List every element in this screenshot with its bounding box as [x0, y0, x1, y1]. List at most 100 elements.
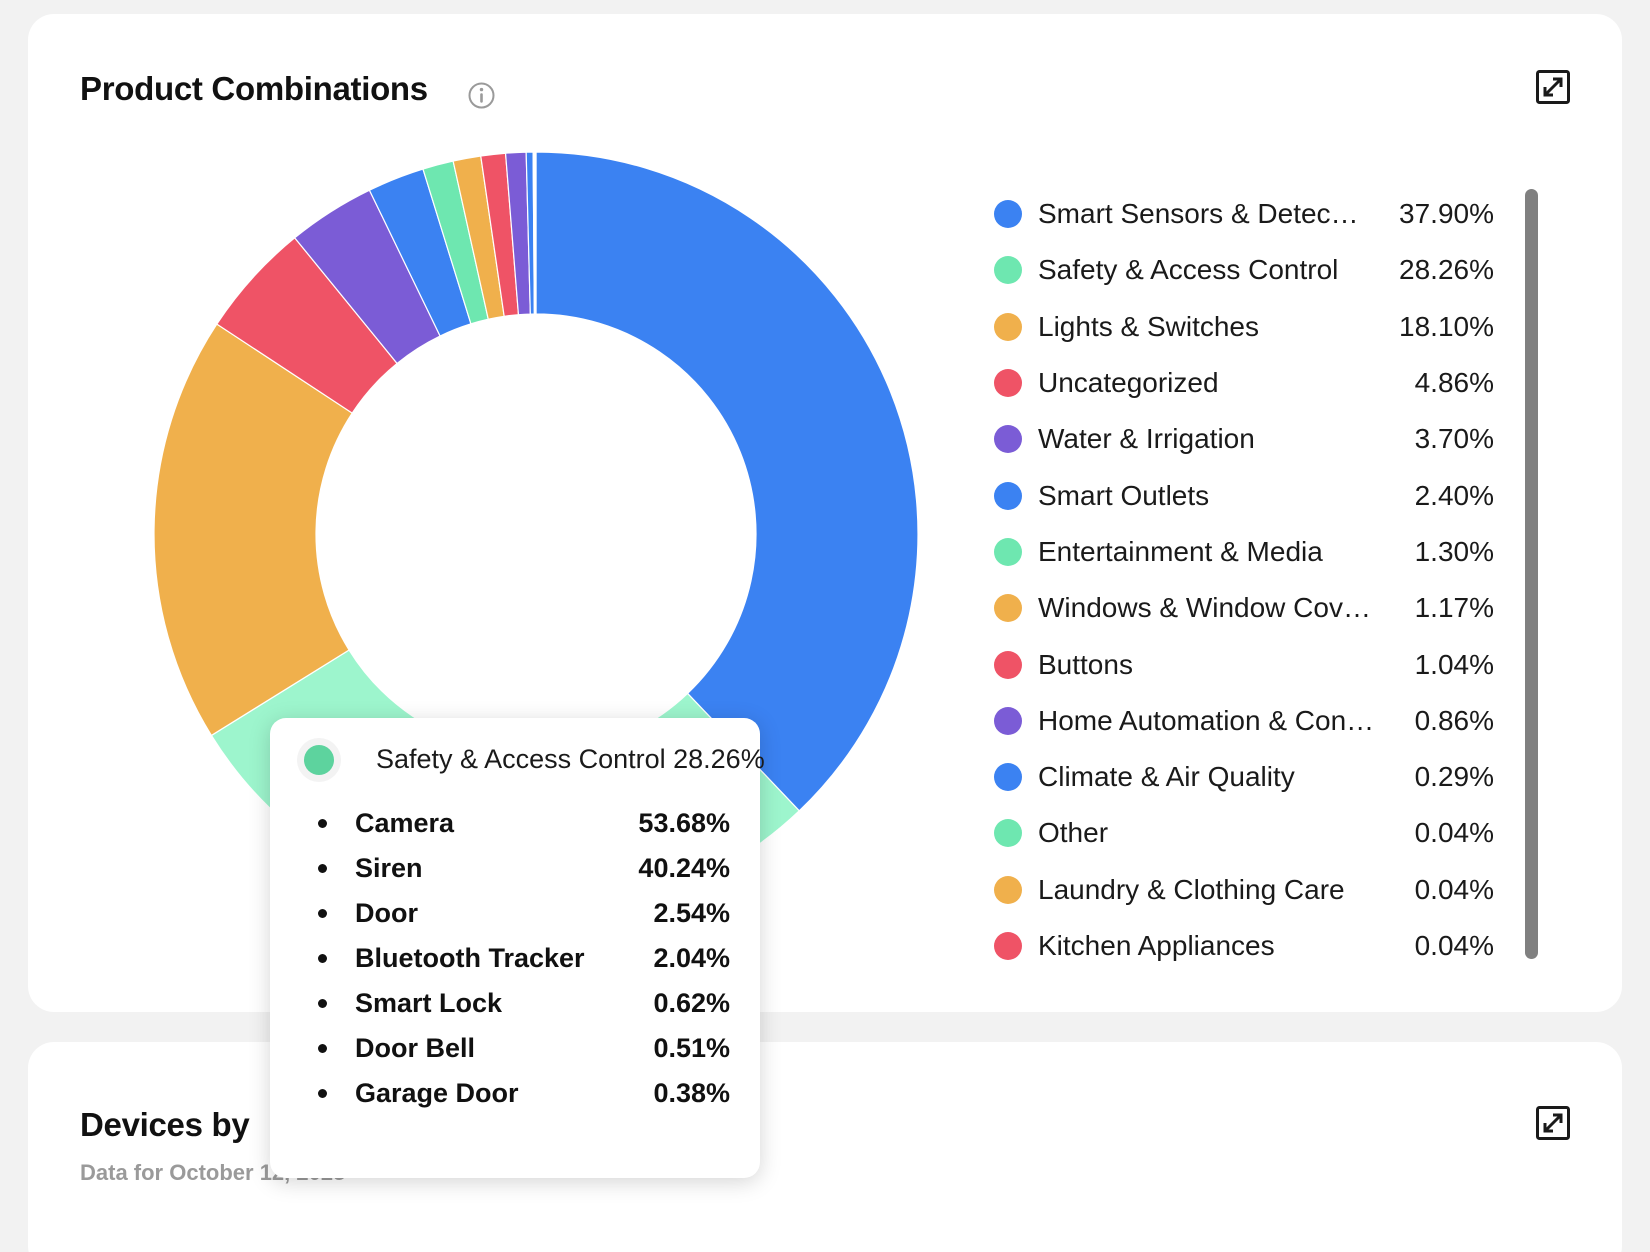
legend-color-dot: [994, 875, 1022, 904]
legend-color-dot: [994, 481, 1022, 510]
legend-item-value: 37.90%: [1399, 198, 1494, 230]
tooltip-item-value: 0.38%: [653, 1078, 730, 1108]
tooltip-item-value: 0.62%: [653, 988, 730, 1018]
legend-color-dot: [994, 594, 1022, 623]
legend-item[interactable]: Windows & Window Cov… 1.17%: [994, 580, 1494, 636]
page-title: Product Combinations: [80, 70, 428, 107]
legend-item-value: 1.04%: [1414, 648, 1494, 680]
donut-slice[interactable]: [535, 151, 919, 812]
bullet-icon: [318, 1044, 327, 1053]
tooltip-list-item: Siren 40.24%: [300, 846, 730, 891]
bullet-icon: [318, 864, 327, 873]
legend-item-value: 0.04%: [1414, 873, 1494, 905]
legend-item-label: Kitchen Appliances: [1038, 930, 1275, 961]
legend-item-label: Laundry & Clothing Care: [1038, 873, 1345, 905]
legend-item-label: Water & Irrigation: [1038, 423, 1255, 455]
bullet-icon: [318, 819, 327, 828]
legend-item[interactable]: Smart Sensors & Detec… 37.90%: [994, 186, 1494, 242]
devices-by-card: Devices by Data for October 12, 2023: [28, 1042, 1622, 1252]
legend-color-dot: [994, 819, 1022, 848]
legend-item-value: 0.04%: [1414, 817, 1494, 849]
tooltip-item-value: 53.68%: [638, 808, 730, 838]
bullet-icon: [318, 954, 327, 963]
legend-color-dot: [994, 425, 1022, 454]
legend-item-label: Home Automation & Con…: [1038, 704, 1375, 736]
tooltip-list-item: Bluetooth Tracker 2.04%: [300, 936, 730, 981]
legend-item-label: Other: [1038, 817, 1109, 849]
tooltip-item-name: Bluetooth Tracker: [355, 943, 585, 973]
tooltip-list-item: Door Bell 0.51%: [300, 1026, 730, 1071]
tooltip-list-item: Camera 53.68%: [300, 801, 730, 846]
legend-item-value: 0.04%: [1414, 930, 1494, 961]
bullet-icon: [318, 909, 327, 918]
legend-color-dot: [994, 650, 1022, 679]
info-icon[interactable]: [468, 82, 495, 109]
legend-item[interactable]: Laundry & Clothing Care 0.04%: [994, 862, 1494, 918]
legend-item-label: Uncategorized: [1038, 367, 1219, 399]
legend-item-value: 18.10%: [1399, 310, 1494, 342]
tooltip-item-name: Camera: [355, 808, 455, 838]
legend-color-dot: [994, 932, 1022, 960]
legend-color-dot: [994, 200, 1022, 229]
tooltip-item-value: 2.54%: [653, 898, 730, 928]
legend-color-dot: [994, 706, 1022, 735]
product-combinations-card: Product Combinations Smart Sensors & D: [28, 14, 1622, 1012]
legend-item[interactable]: Smart Outlets 2.40%: [994, 467, 1494, 523]
expand-icon[interactable]: [1536, 70, 1570, 104]
legend-item-value: 0.29%: [1414, 761, 1494, 793]
legend-item[interactable]: Climate & Air Quality 0.29%: [994, 749, 1494, 805]
legend-color-dot: [994, 369, 1022, 398]
legend-item-value: 2.40%: [1414, 479, 1494, 511]
legend-item-label: Climate & Air Quality: [1038, 761, 1295, 793]
legend-item-label: Smart Sensors & Detec…: [1038, 198, 1359, 230]
tooltip-item-name: Garage Door: [355, 1078, 519, 1108]
tooltip-item-name: Door Bell: [355, 1033, 476, 1063]
legend-color-dot: [994, 256, 1022, 285]
legend-item[interactable]: Buttons 1.04%: [994, 636, 1494, 692]
legend-item-label: Buttons: [1038, 648, 1133, 680]
tooltip-header: Safety & Access Control 28.26%: [300, 744, 765, 775]
bullet-icon: [318, 999, 327, 1008]
tooltip-item-name: Smart Lock: [355, 988, 503, 1018]
legend-item-value: 1.17%: [1414, 592, 1494, 624]
tooltip-list-item: Smart Lock 0.62%: [300, 981, 730, 1026]
chart-legend: Smart Sensors & Detec… 37.90% Safety & Acc…: [994, 186, 1494, 976]
legend-color-dot: [994, 312, 1022, 341]
tooltip-item-name: Door: [355, 898, 418, 928]
bullet-icon: [318, 1089, 327, 1098]
legend-color-dot: [994, 763, 1022, 792]
tooltip-list-item: Door 2.54%: [300, 891, 730, 936]
chart-tooltip: Safety & Access Control 28.26% Camera 53.…: [270, 718, 765, 1178]
legend-color-dot: [994, 537, 1022, 566]
tooltip-item-value: 40.24%: [638, 853, 730, 883]
legend-item[interactable]: Kitchen Appliances 0.04%: [994, 918, 1494, 974]
legend-item-label: Smart Outlets: [1038, 479, 1210, 511]
legend-item[interactable]: Lights & Switches 18.10%: [994, 299, 1494, 355]
tooltip-item-list: Camera 53.68% Siren 40.24% Door 2.54% Bluetoot…: [300, 801, 730, 1116]
devices-card-title: Devices by: [80, 1106, 250, 1143]
legend-item[interactable]: Entertainment & Media 1.30%: [994, 524, 1494, 580]
legend-item[interactable]: Other 0.04%: [994, 805, 1494, 861]
tooltip-item-value: 0.51%: [653, 1033, 730, 1063]
legend-item[interactable]: Safety & Access Control 28.26%: [994, 242, 1494, 298]
legend-item[interactable]: Water & Irrigation 3.70%: [994, 411, 1494, 467]
legend-item[interactable]: Home Automation & Con… 0.86%: [994, 693, 1494, 749]
legend-scrollbar[interactable]: [1525, 189, 1538, 959]
tooltip-series-label: Safety & Access Control 28.26%: [376, 744, 765, 774]
legend-item-value: 4.86%: [1414, 367, 1494, 399]
legend-item-value: 3.70%: [1414, 423, 1494, 455]
donut-slice[interactable]: [534, 151, 537, 315]
legend-item-value: 0.86%: [1414, 704, 1494, 736]
expand-icon[interactable]: [1536, 1106, 1570, 1140]
legend-item-label: Lights & Switches: [1038, 310, 1259, 342]
tooltip-list-item: Garage Door 0.38%: [300, 1071, 730, 1116]
tooltip-item-value: 2.04%: [653, 943, 730, 973]
legend-item-label: Safety & Access Control: [1038, 254, 1339, 286]
legend-item[interactable]: Uncategorized 4.86%: [994, 355, 1494, 411]
tooltip-series-dot: [304, 744, 334, 775]
donut-slice[interactable]: [153, 323, 354, 737]
legend-item-value: 28.26%: [1399, 254, 1494, 286]
legend-item-value: 1.30%: [1414, 535, 1494, 567]
tooltip-item-name: Siren: [355, 853, 423, 883]
